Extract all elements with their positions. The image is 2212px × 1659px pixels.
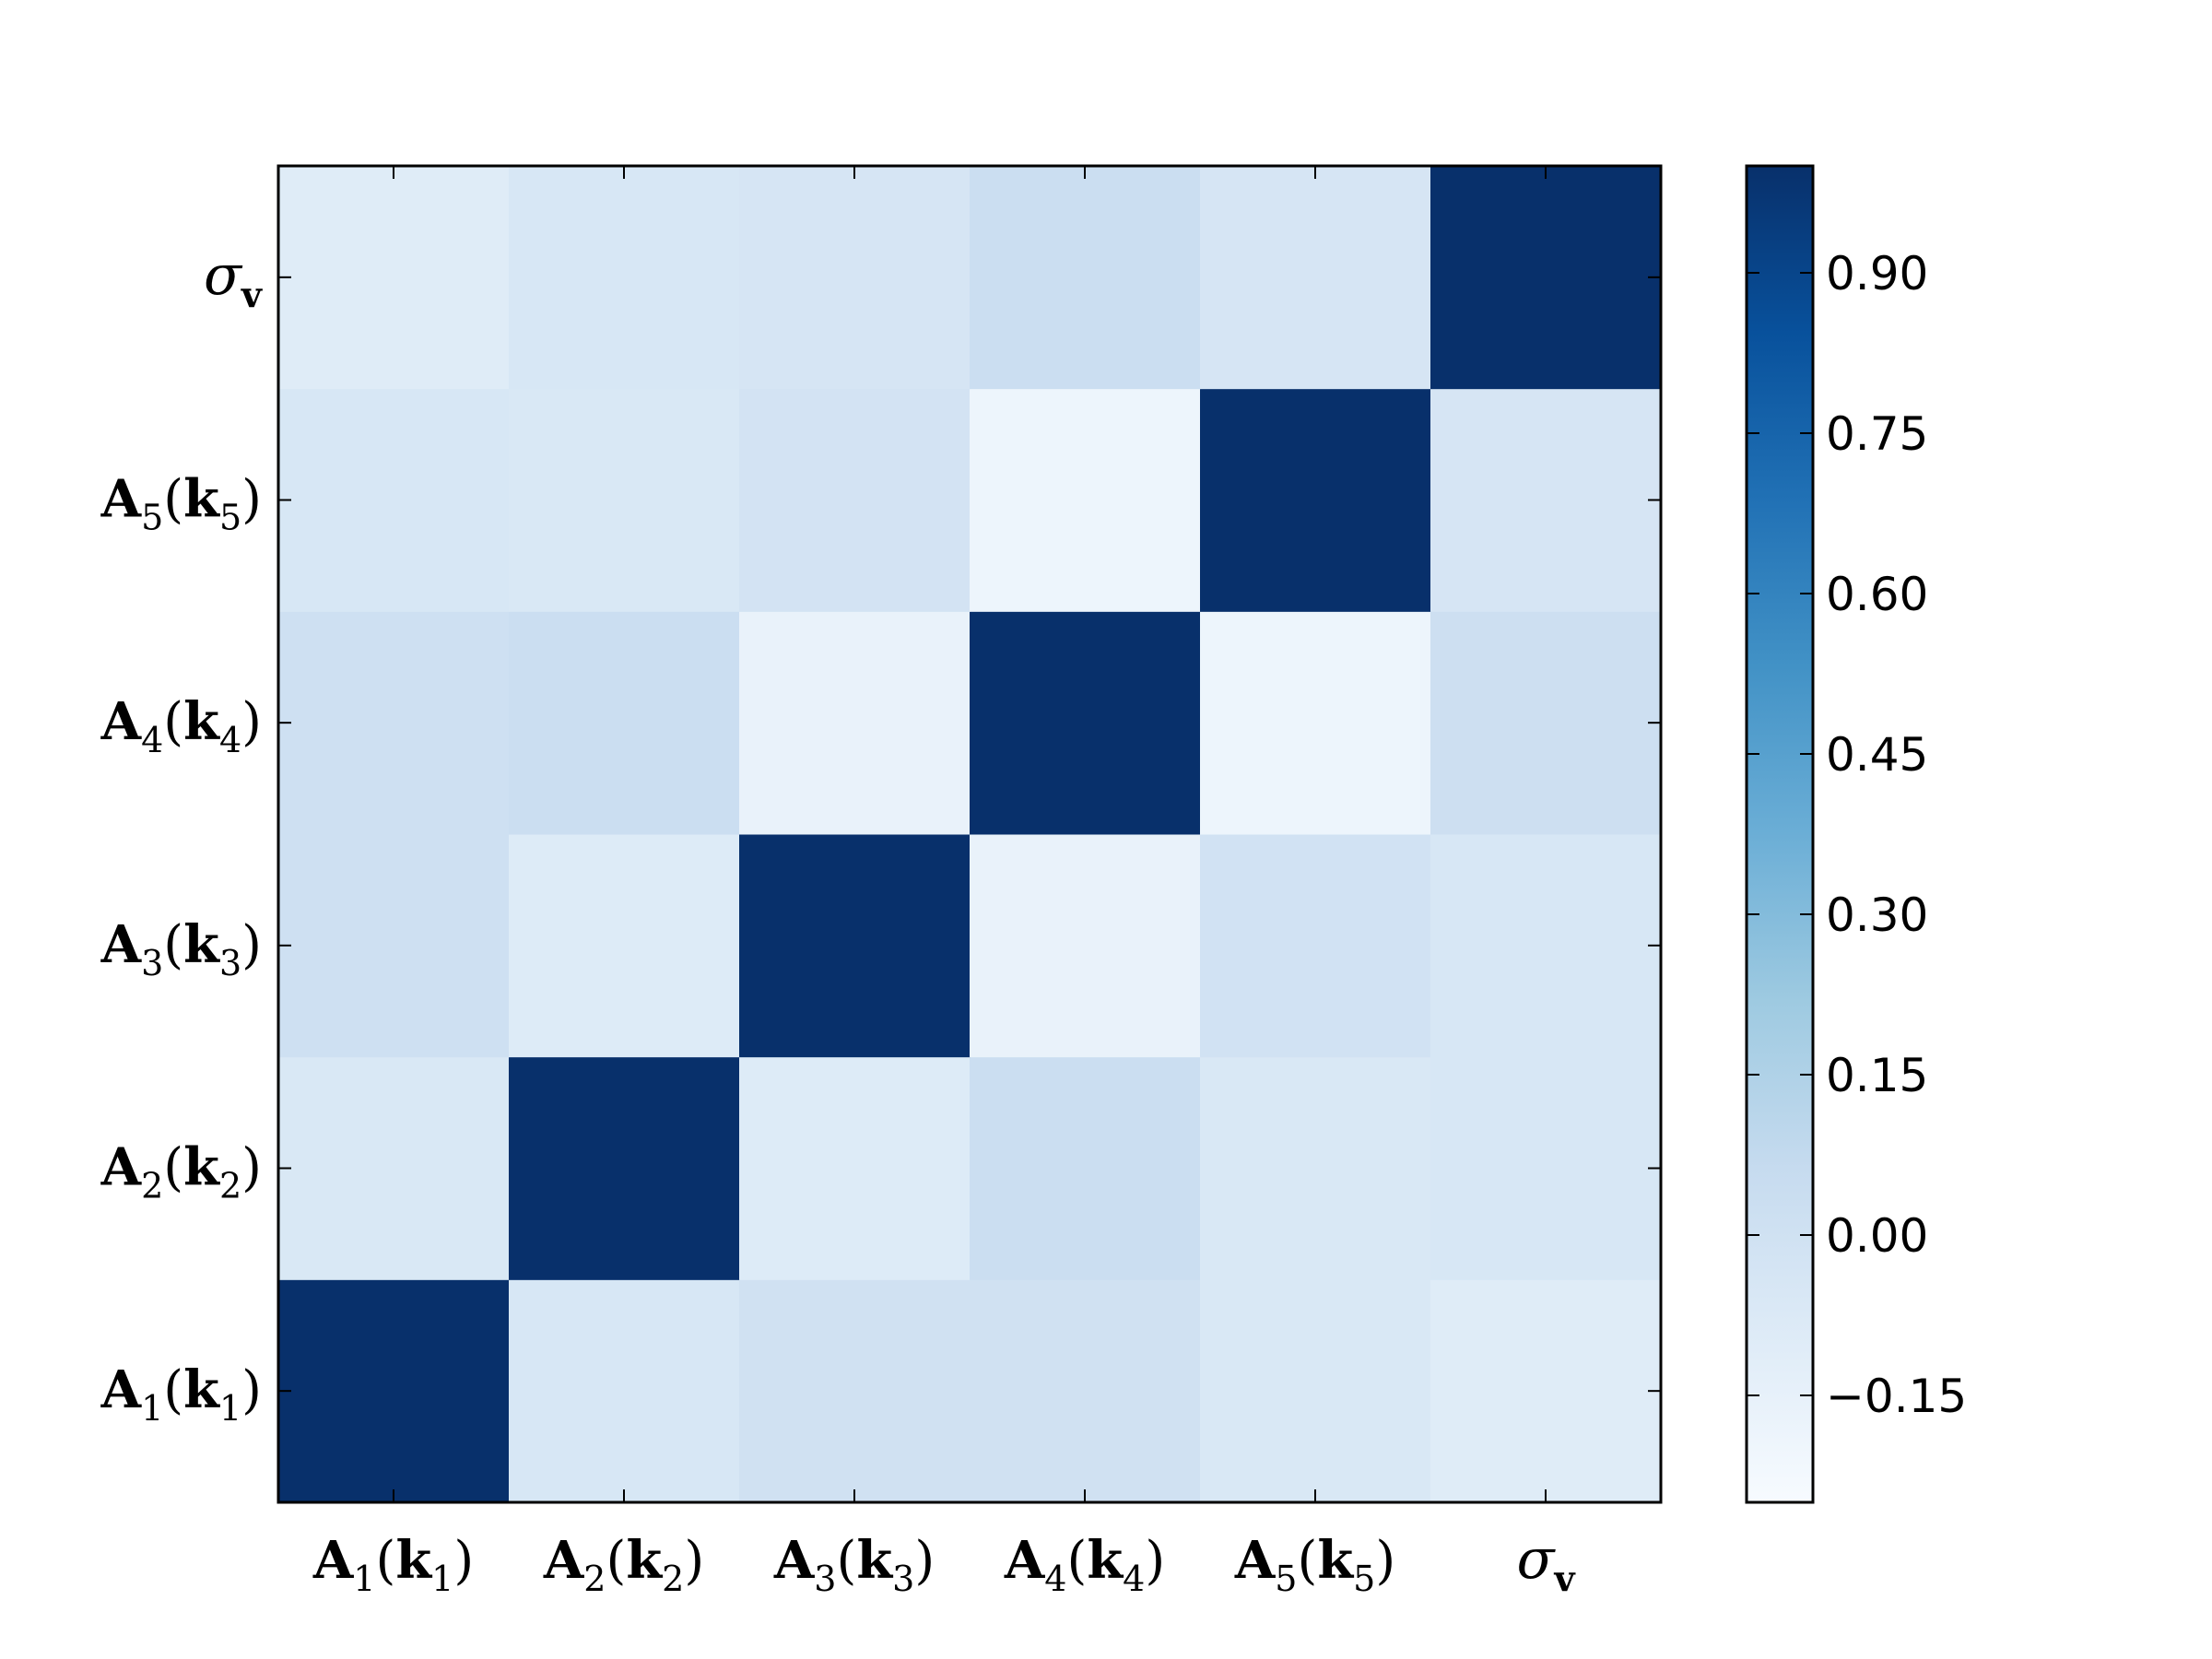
heatmap-cell-r3-c1 [509, 611, 740, 835]
heatmap-cell-r0-c0 [278, 1279, 510, 1503]
heatmap-cell-r5-c1 [509, 166, 740, 390]
heatmap-cell-r2-c4 [1200, 834, 1431, 1058]
colorbar: −0.15 0.00 0.15 0.30 0.45 0.60 0.75 0.90 [1745, 164, 1967, 1504]
heatmap-cell-r1-c3 [970, 1056, 1201, 1280]
heatmap-cell-r4-c3 [970, 388, 1201, 612]
colorbar-tick-label: 0.45 [1826, 728, 1928, 782]
heatmap-cell-r4-c1 [509, 388, 740, 612]
heatmap-cell-r3-c0 [278, 611, 510, 835]
heatmap-cell-r2-c1 [509, 834, 740, 1058]
heatmap-cell-r3-c5 [1430, 611, 1662, 835]
heatmap-cell-r5-c2 [739, 166, 971, 390]
heatmap-cell-r4-c0 [278, 388, 510, 612]
colorbar-tick-label: 0.90 [1826, 247, 1928, 300]
y-tick-label: A2(k2) [100, 1137, 262, 1206]
colorbar-tick-label: 0.00 [1826, 1209, 1928, 1263]
colorbar-gradient [1747, 166, 1813, 1502]
y-tick-label: A4(k4) [100, 691, 262, 760]
y-tick-label: A5(k5) [100, 469, 262, 538]
x-tick-label: σv [1516, 1527, 1576, 1599]
heatmap-cell-r0-c4 [1200, 1279, 1431, 1503]
heatmap-cell-r1-c0 [278, 1056, 510, 1280]
heatmap-cell-r2-c0 [278, 834, 510, 1058]
heatmap-cell-r0-c2 [739, 1279, 971, 1503]
heatmap-cell-r1-c2 [739, 1056, 971, 1280]
colorbar-tick-label: 0.60 [1826, 568, 1928, 621]
heatmap-cell-r5-c3 [970, 166, 1201, 390]
heatmap-cell-r1-c1 [509, 1056, 740, 1280]
x-tick-label: A1(k1) [312, 1530, 474, 1599]
y-tick-label: A1(k1) [100, 1359, 262, 1429]
colorbar-tick-label: 0.30 [1826, 888, 1928, 942]
heatmap-cell-r4-c2 [739, 388, 971, 612]
heatmap-cell-r1-c5 [1430, 1056, 1662, 1280]
y-tick-label: σv [204, 243, 264, 315]
heatmap-cell-r0-c5 [1430, 1279, 1662, 1503]
heatmap-cell-r5-c5 [1430, 166, 1662, 390]
heatmap-cell-r2-c5 [1430, 834, 1662, 1058]
heatmap-cell-r4-c4 [1200, 388, 1431, 612]
heatmap-cell-r3-c2 [739, 611, 971, 835]
x-axis-tick-labels: A1(k1) A2(k2) A3(k3) A4(k4) A5(k5) σv [312, 1527, 1577, 1599]
x-tick-label: A4(k4) [1004, 1530, 1165, 1599]
heatmap-cells [278, 166, 1662, 1503]
colorbar-tick-label: 0.75 [1826, 407, 1928, 461]
heatmap-cell-r3-c4 [1200, 611, 1431, 835]
heatmap-cell-r0-c1 [509, 1279, 740, 1503]
colorbar-tick-label: −0.15 [1826, 1370, 1967, 1423]
heatmap-cell-r5-c4 [1200, 166, 1431, 390]
heatmap-cell-r4-c5 [1430, 388, 1662, 612]
colorbar-tick-label: 0.15 [1826, 1049, 1928, 1102]
colorbar-frame [1745, 164, 1815, 1504]
x-tick-label: A2(k2) [543, 1530, 704, 1599]
x-tick-label: A3(k3) [773, 1530, 935, 1599]
y-tick-label: A3(k3) [100, 914, 262, 983]
x-tick-label: A5(k5) [1234, 1530, 1395, 1599]
heatmap-cell-r2-c2 [739, 834, 971, 1058]
plot-frame [276, 164, 1663, 1504]
heatmap-cell-r3-c3 [970, 611, 1201, 835]
heatmap-cell-r0-c3 [970, 1279, 1201, 1503]
heatmap-cell-r2-c3 [970, 834, 1201, 1058]
heatmap-cell-r5-c0 [278, 166, 510, 390]
y-axis-tick-labels: A1(k1) A2(k2) A3(k3) A4(k4) A5(k5) σv [100, 243, 264, 1429]
heatmap-cell-r1-c4 [1200, 1056, 1431, 1280]
axis-ticks [278, 166, 1661, 1502]
